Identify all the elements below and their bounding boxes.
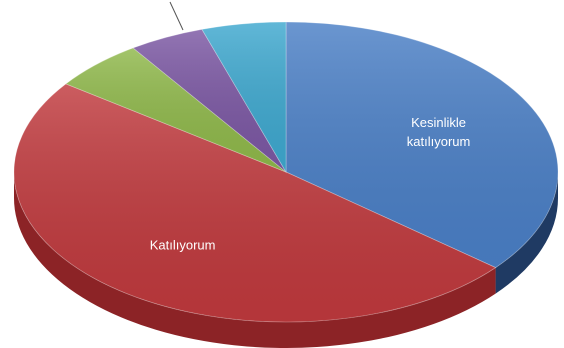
pie-slice-shade-3 <box>133 29 286 172</box>
pie-top-faces <box>13 21 559 323</box>
pie-data-labels: Kesinlikle katılıyorum Katılıyorum <box>150 115 471 253</box>
pie-side-walls <box>14 172 558 348</box>
pie-side-1 <box>14 172 496 348</box>
pie-side-0 <box>495 172 558 294</box>
data-label-slice-1-line-0: Katılıyorum <box>150 237 216 252</box>
data-label-slice-0-line-0: Kesinlikle <box>411 115 466 130</box>
pie-slice-shade-0 <box>286 22 558 268</box>
leader-line <box>169 1 184 31</box>
pie-slice-shade-2 <box>65 47 286 172</box>
pie-slice-shade-4 <box>201 22 286 172</box>
data-label-slice-0-line-1: katılıyorum <box>407 134 471 149</box>
pie-slice-shade-1 <box>14 83 496 322</box>
